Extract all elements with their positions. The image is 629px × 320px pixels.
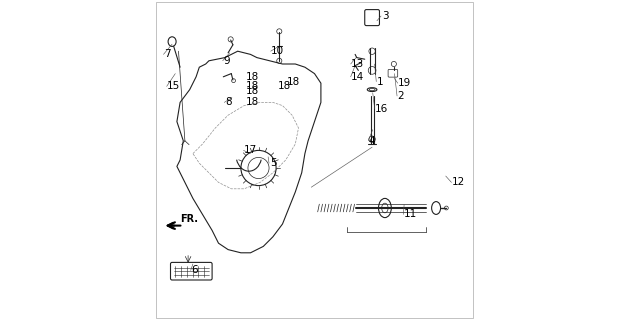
- Text: 15: 15: [167, 81, 181, 92]
- Text: 2: 2: [398, 91, 404, 101]
- Text: FR.: FR.: [180, 214, 198, 224]
- Text: 18: 18: [287, 76, 301, 87]
- Text: 11: 11: [404, 209, 418, 220]
- Text: 8: 8: [225, 97, 231, 108]
- Text: 3: 3: [382, 11, 388, 21]
- Text: 6: 6: [191, 265, 198, 276]
- Text: 19: 19: [398, 78, 411, 88]
- Text: 18: 18: [246, 72, 259, 82]
- Text: 13: 13: [352, 59, 365, 69]
- Text: 7: 7: [164, 49, 170, 60]
- Text: 16: 16: [376, 104, 389, 114]
- Text: 10: 10: [271, 46, 284, 56]
- FancyArrowPatch shape: [168, 222, 175, 229]
- Text: 17: 17: [244, 145, 257, 156]
- Text: 5: 5: [270, 158, 276, 168]
- Text: 18: 18: [246, 81, 259, 92]
- Text: 9: 9: [223, 56, 230, 66]
- Text: 14: 14: [352, 72, 365, 82]
- Text: 18: 18: [246, 86, 259, 96]
- Text: 12: 12: [452, 177, 465, 188]
- Text: 4: 4: [369, 136, 376, 146]
- Text: 1: 1: [377, 76, 384, 87]
- Text: 18: 18: [246, 97, 259, 108]
- Text: 18: 18: [277, 81, 291, 92]
